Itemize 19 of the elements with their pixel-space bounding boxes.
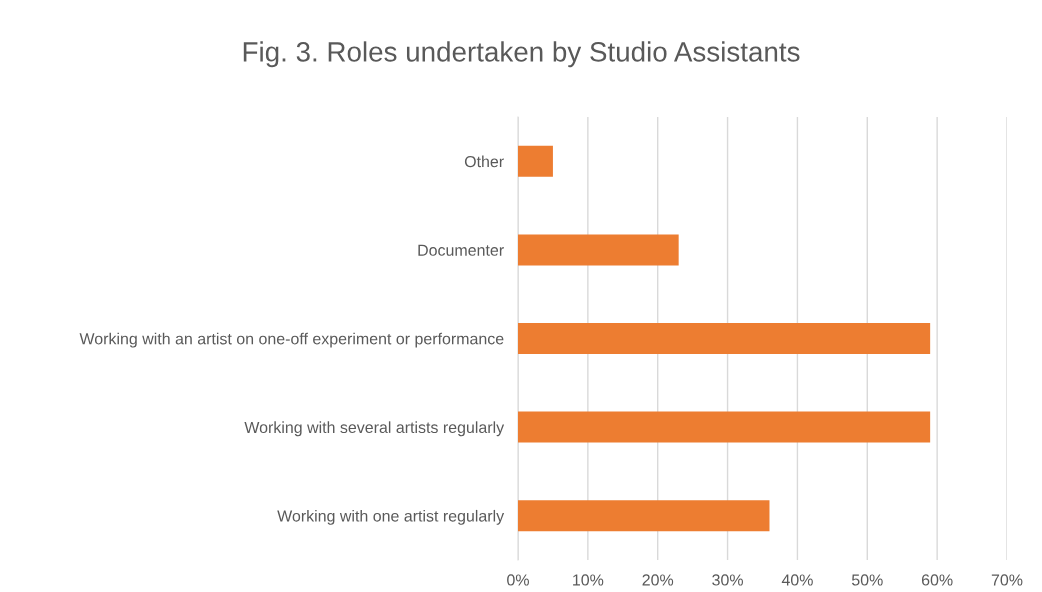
x-tick-label: 70% [991, 574, 1023, 586]
x-tick-label: 10% [573, 574, 604, 586]
bar [518, 323, 931, 355]
bar [518, 234, 679, 266]
bar [518, 500, 770, 532]
x-tick-label: 60% [921, 574, 953, 586]
x-tick-label: 50% [851, 574, 883, 586]
chart-title: Fig. 3. Roles undertaken by Studio Assistants [243, 41, 800, 68]
bar [518, 145, 553, 177]
y-tick-label: Documenter [418, 244, 504, 256]
x-tick-label: 40% [781, 574, 813, 586]
x-tick-label: 0% [507, 574, 529, 586]
bar [518, 411, 931, 443]
x-tick-label: 20% [642, 574, 674, 586]
y-tick-label: Working with an artist on one-off experiment or performance [79, 332, 504, 348]
y-tick-label: Other [464, 155, 504, 168]
y-tick-label: Working with one artist regularly [277, 509, 505, 525]
x-tick-label: 30% [712, 574, 743, 586]
y-tick-label: Working with several artists regularly [244, 421, 505, 437]
